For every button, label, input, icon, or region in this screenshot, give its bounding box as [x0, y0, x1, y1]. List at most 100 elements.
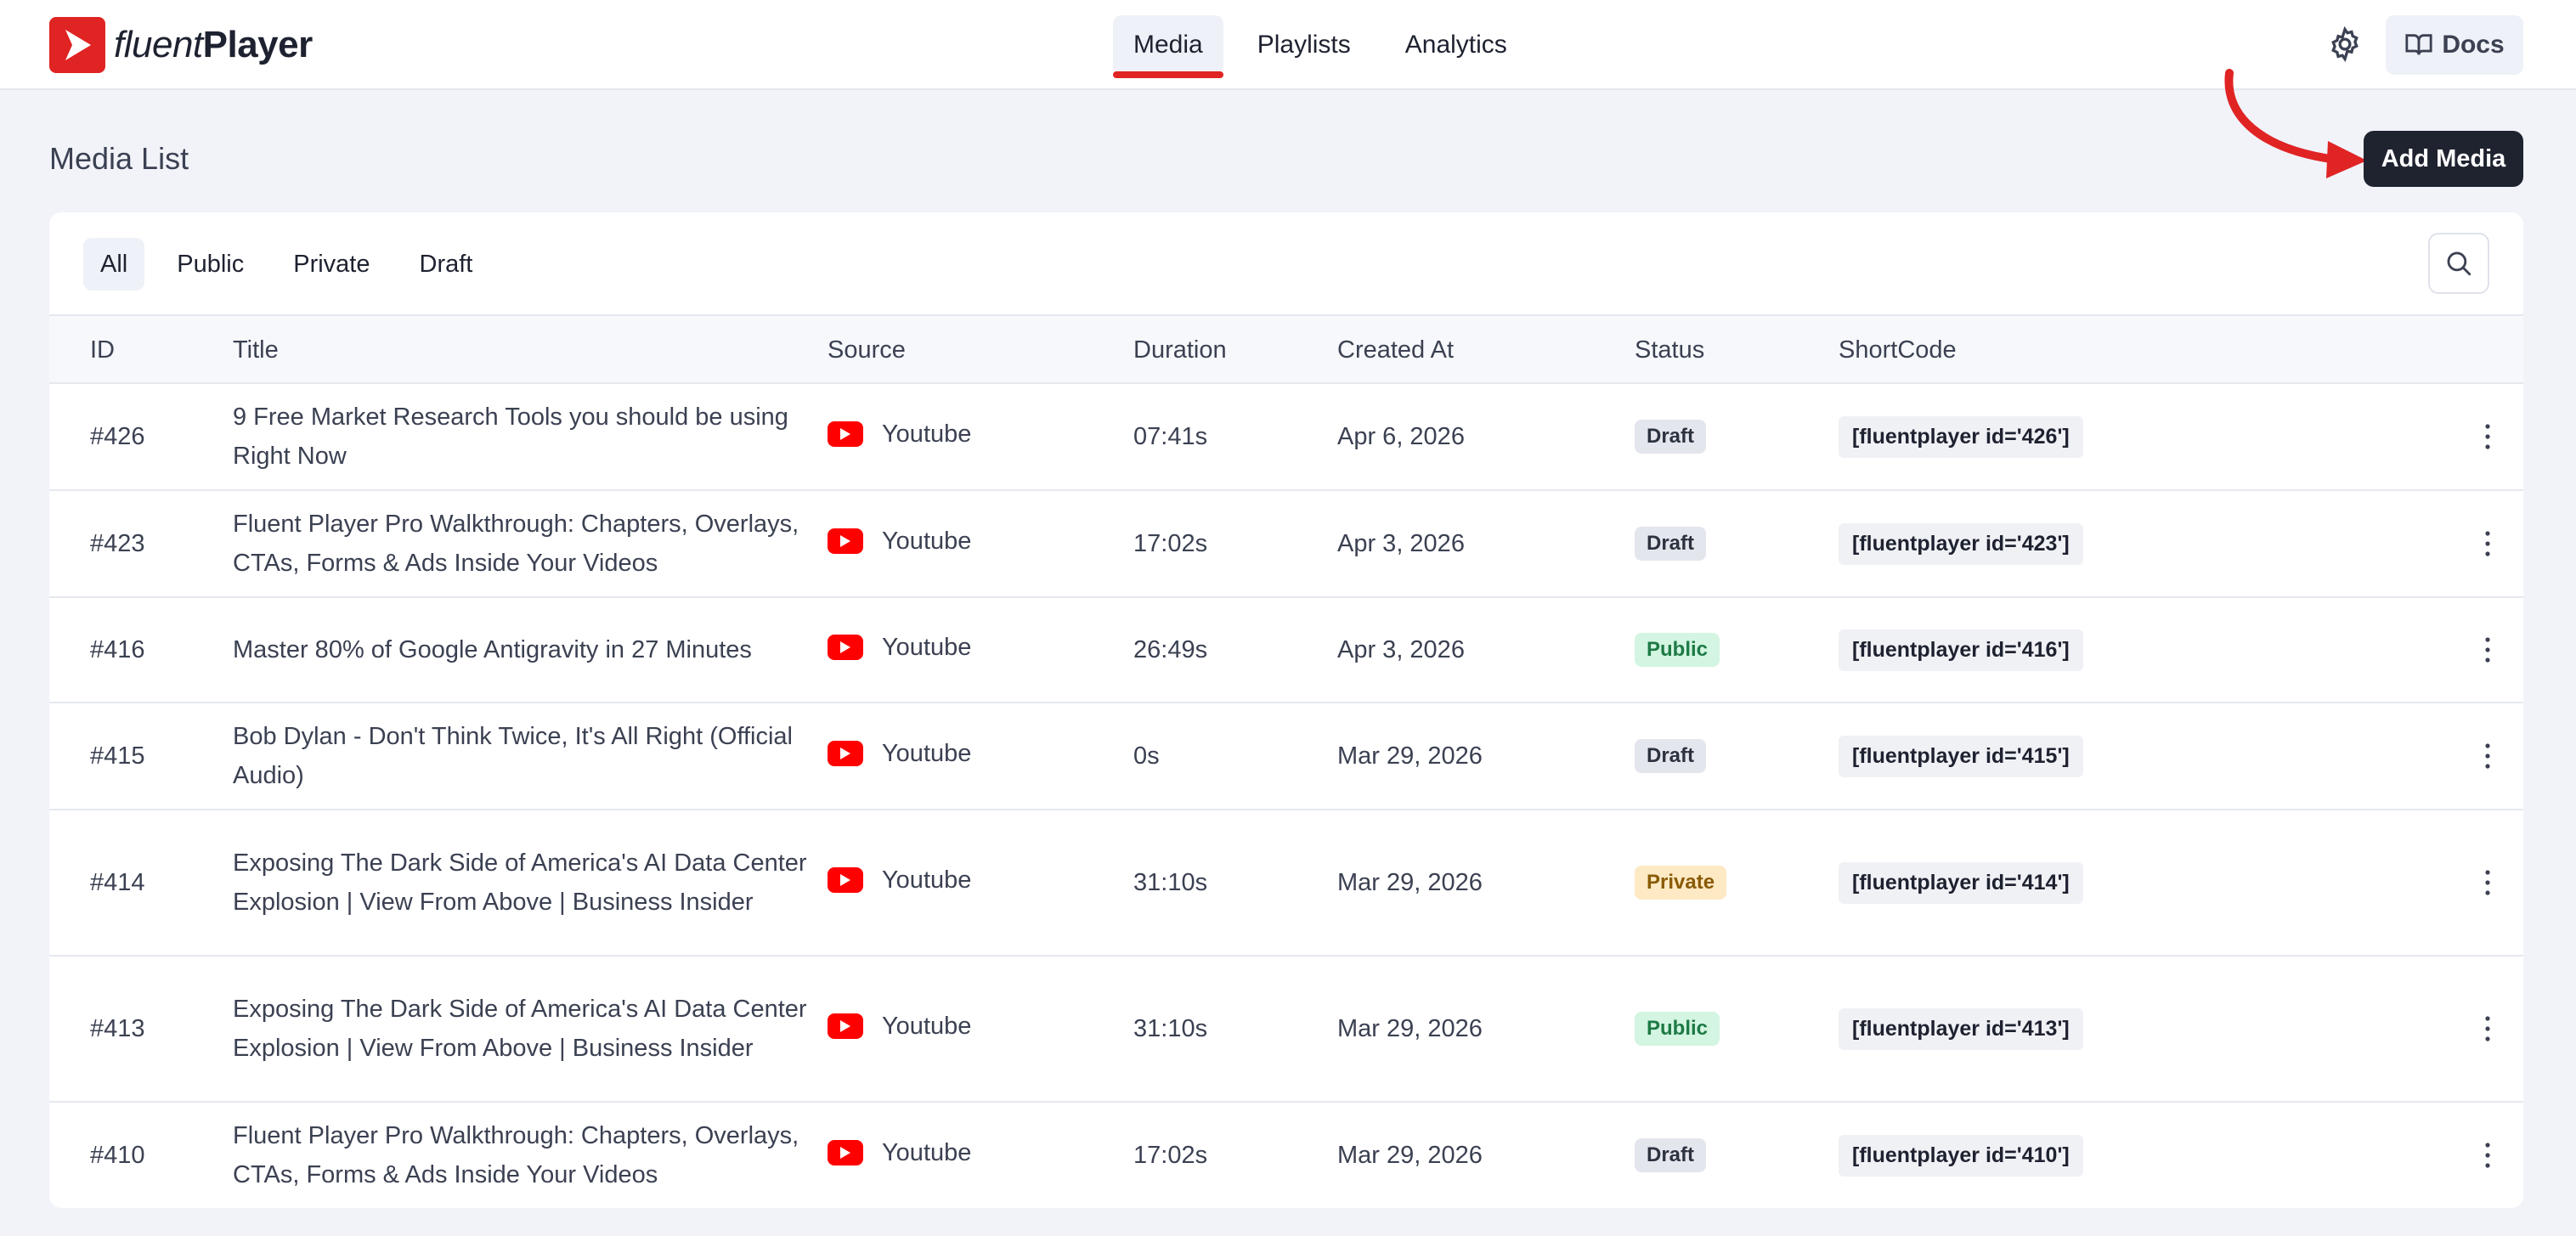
status-filter-tabs: All Public Private Draft	[83, 238, 505, 291]
row-title[interactable]: Exposing The Dark Side of America's AI D…	[233, 849, 807, 916]
row-shortcode: [fluentplayer id='423']	[1839, 491, 2083, 596]
row-title[interactable]: Fluent Player Pro Walkthrough: Chapters,…	[233, 1122, 799, 1188]
row-source: Youtube	[828, 491, 971, 596]
shortcode-value[interactable]: [fluentplayer id='410']	[1839, 1134, 2083, 1177]
row-title[interactable]: Master 80% of Google Antigravity in 27 M…	[233, 636, 752, 663]
column-duration[interactable]: Duration	[1133, 336, 1227, 364]
shortcode-value[interactable]: [fluentplayer id='426']	[1839, 415, 2083, 458]
filter-public[interactable]: Public	[177, 250, 245, 278]
more-options-icon[interactable]	[2477, 384, 2498, 489]
row-source-label: Youtube	[882, 739, 972, 767]
youtube-icon	[828, 867, 863, 893]
table-row[interactable]: #414 Exposing The Dark Side of America's…	[49, 810, 2523, 957]
table-row[interactable]: #416 Master 80% of Google Antigravity in…	[49, 598, 2523, 703]
search-button[interactable]	[2428, 233, 2489, 294]
row-status: Private	[1635, 810, 1727, 955]
row-status: Public	[1635, 598, 1720, 702]
row-shortcode: [fluentplayer id='415']	[1839, 703, 2083, 809]
row-created-at: Mar 29, 2026	[1337, 1014, 1483, 1042]
docs-button[interactable]: Docs	[2386, 15, 2523, 75]
table-row[interactable]: #410 Fluent Player Pro Walkthrough: Chap…	[49, 1103, 2523, 1208]
row-id: #414	[90, 868, 145, 896]
shortcode-value[interactable]: [fluentplayer id='415']	[1839, 735, 2083, 777]
more-options-icon[interactable]	[2477, 491, 2498, 596]
shortcode-value[interactable]: [fluentplayer id='414']	[1839, 861, 2083, 904]
row-title[interactable]: Fluent Player Pro Walkthrough: Chapters,…	[233, 511, 799, 577]
status-badge: Draft	[1635, 420, 1707, 454]
more-options-icon[interactable]	[2477, 957, 2498, 1101]
table-header: ID Title Source Duration Created At Stat…	[49, 314, 2523, 384]
column-id[interactable]: ID	[90, 336, 115, 364]
row-shortcode: [fluentplayer id='414']	[1839, 810, 2083, 955]
row-duration: 31:10s	[1133, 1014, 1208, 1042]
row-duration: 31:10s	[1133, 868, 1208, 896]
more-options-icon[interactable]	[2477, 703, 2498, 809]
row-source-label: Youtube	[882, 1012, 972, 1040]
brand-name-light: fluent	[114, 24, 203, 65]
column-source[interactable]: Source	[828, 336, 906, 364]
shortcode-value[interactable]: [fluentplayer id='416']	[1839, 629, 2083, 671]
main-nav: Media Playlists Analytics	[1113, 15, 1541, 78]
status-badge: Draft	[1635, 739, 1707, 773]
status-badge: Public	[1635, 1012, 1720, 1046]
row-created-at: Apr 3, 2026	[1337, 635, 1465, 663]
brand-logo[interactable]: fluentPlayer	[49, 17, 313, 73]
row-source-label: Youtube	[882, 633, 972, 661]
status-badge: Draft	[1635, 527, 1707, 561]
row-status: Draft	[1635, 703, 1707, 809]
column-title[interactable]: Title	[233, 336, 279, 364]
row-status: Draft	[1635, 384, 1707, 489]
more-options-icon[interactable]	[2477, 810, 2498, 955]
row-created-at: Mar 29, 2026	[1337, 1141, 1483, 1169]
nav-item-analytics[interactable]: Analytics	[1404, 31, 1507, 59]
row-source-label: Youtube	[882, 420, 972, 448]
row-title[interactable]: Bob Dylan - Don't Think Twice, It's All …	[233, 723, 793, 789]
table-row[interactable]: #426 9 Free Market Research Tools you sh…	[49, 384, 2523, 491]
row-created-at: Apr 3, 2026	[1337, 529, 1465, 557]
more-options-icon[interactable]	[2477, 598, 2498, 702]
youtube-icon	[828, 528, 863, 554]
row-created-at: Mar 29, 2026	[1337, 742, 1483, 770]
row-source: Youtube	[828, 1103, 971, 1208]
row-shortcode: [fluentplayer id='416']	[1839, 598, 2083, 702]
add-media-button[interactable]: Add Media	[2364, 131, 2523, 187]
row-shortcode: [fluentplayer id='410']	[1839, 1103, 2083, 1208]
row-created-at: Mar 29, 2026	[1337, 868, 1483, 896]
row-duration: 07:41s	[1133, 422, 1208, 450]
column-created-at[interactable]: Created At	[1337, 336, 1455, 364]
row-source-label: Youtube	[882, 866, 972, 894]
column-shortcode[interactable]: ShortCode	[1839, 336, 1957, 364]
filter-draft[interactable]: Draft	[419, 250, 473, 278]
row-id: #415	[90, 742, 145, 770]
nav-item-playlists[interactable]: Playlists	[1257, 31, 1351, 59]
row-source: Youtube	[828, 598, 971, 702]
row-duration: 0s	[1133, 742, 1160, 770]
shortcode-value[interactable]: [fluentplayer id='413']	[1839, 1007, 2083, 1050]
row-title[interactable]: 9 Free Market Research Tools you should …	[233, 404, 788, 470]
nav-item-media[interactable]: Media	[1113, 15, 1223, 78]
youtube-icon	[828, 421, 863, 447]
gear-icon[interactable]	[2326, 25, 2364, 63]
row-title[interactable]: Exposing The Dark Side of America's AI D…	[233, 996, 807, 1062]
row-id: #423	[90, 529, 145, 557]
table-row[interactable]: #415 Bob Dylan - Don't Think Twice, It's…	[49, 703, 2523, 810]
play-logo-icon	[49, 17, 105, 73]
status-badge: Draft	[1635, 1138, 1707, 1172]
row-duration: 26:49s	[1133, 635, 1208, 663]
row-source: Youtube	[828, 384, 971, 489]
table-row[interactable]: #423 Fluent Player Pro Walkthrough: Chap…	[49, 491, 2523, 598]
page-title: Media List	[49, 141, 189, 176]
youtube-icon	[828, 1013, 863, 1039]
status-badge: Private	[1635, 866, 1727, 900]
table-body: #426 9 Free Market Research Tools you sh…	[49, 384, 2523, 1208]
filter-private[interactable]: Private	[293, 250, 370, 278]
more-options-icon[interactable]	[2477, 1103, 2498, 1208]
row-shortcode: [fluentplayer id='426']	[1839, 384, 2083, 489]
annotation-arrow-icon	[2224, 69, 2367, 178]
filter-all[interactable]: All	[83, 238, 145, 291]
table-row[interactable]: #413 Exposing The Dark Side of America's…	[49, 957, 2523, 1103]
row-id: #410	[90, 1141, 145, 1169]
top-bar: fluentPlayer Media Playlists Analytics D…	[0, 0, 2576, 90]
shortcode-value[interactable]: [fluentplayer id='423']	[1839, 522, 2083, 565]
column-status[interactable]: Status	[1635, 336, 1705, 364]
